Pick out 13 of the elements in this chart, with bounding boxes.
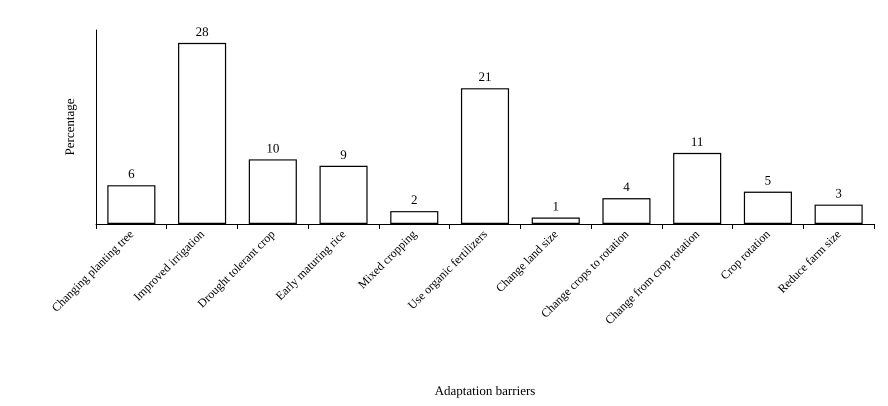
y-axis-title: Percentage (62, 98, 77, 156)
data-label: 10 (266, 140, 280, 156)
data-label: 4 (623, 179, 630, 194)
data-label: 6 (128, 166, 136, 182)
data-label: 9 (340, 146, 347, 162)
data-label: 3 (835, 186, 842, 201)
data-label: 5 (764, 172, 772, 188)
data-label: 21 (478, 69, 492, 84)
data-label: 2 (411, 192, 418, 208)
data-label: 28 (196, 24, 209, 39)
data-label: 1 (552, 198, 559, 214)
data-label: 11 (690, 134, 704, 149)
x-axis-title: Adaptation barriers (434, 383, 536, 398)
